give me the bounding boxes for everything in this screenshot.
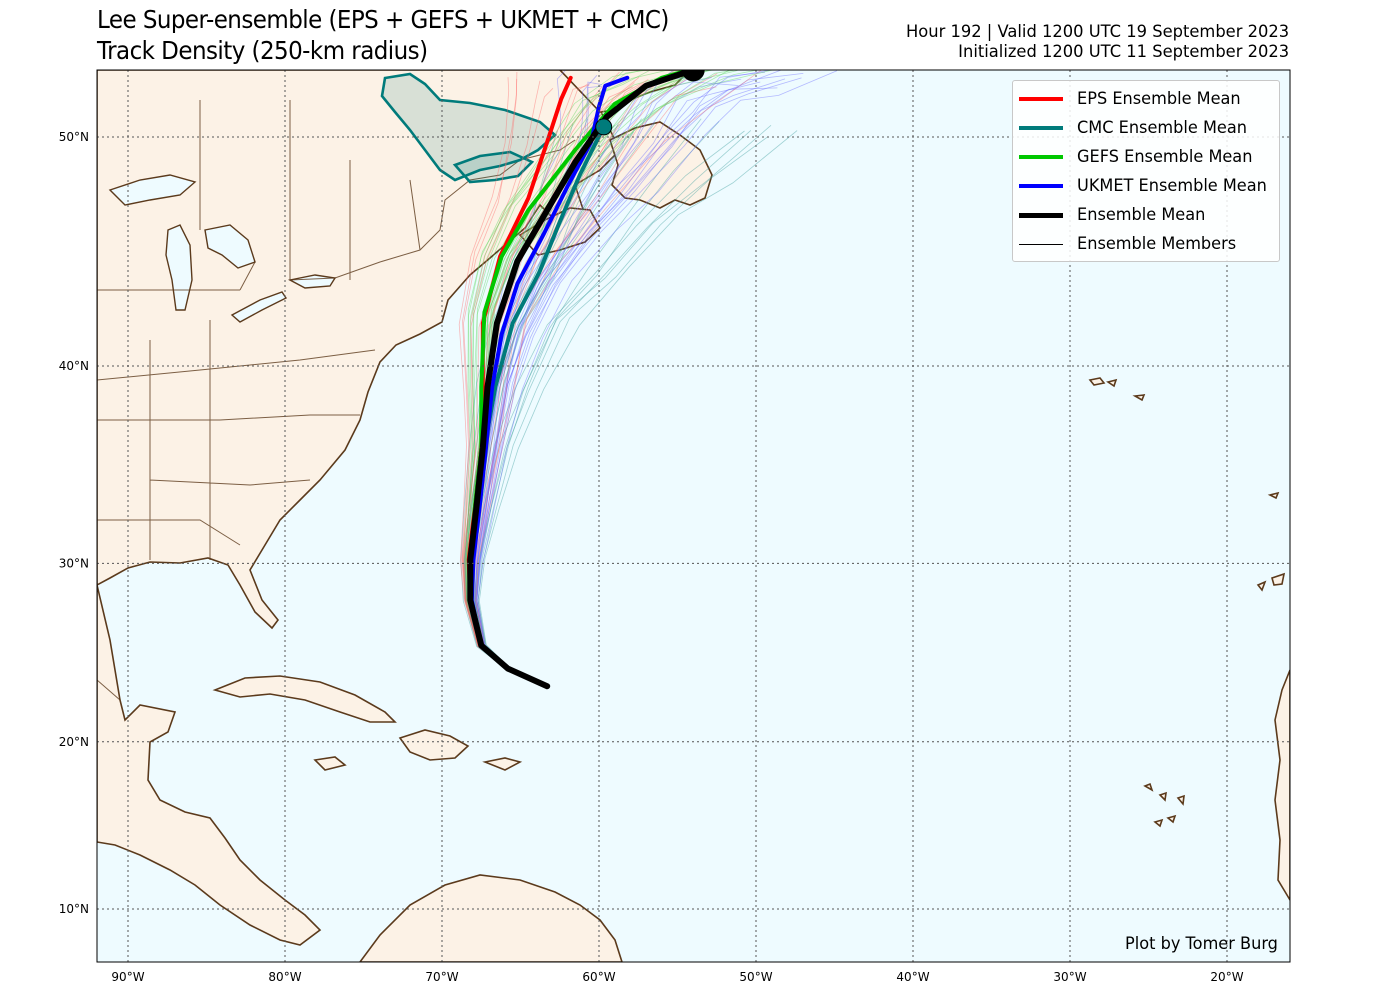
lake-erie <box>230 291 288 323</box>
ensemble-mean-tracks <box>466 40 827 690</box>
ensemble-member-track <box>476 71 765 687</box>
longitude-labels: 90°W 80°W 70°W 60°W 50°W 40°W 30°W 20°W <box>111 970 1243 984</box>
ensemble-member-track <box>477 70 838 687</box>
legend-label-gefs: GEFS Ensemble Mean <box>1077 147 1253 167</box>
legend-label-ensemble-mean: Ensemble Mean <box>1077 205 1206 225</box>
init-time-text: Initialized 1200 UTC 11 September 2023 <box>958 42 1289 62</box>
ensemble-member-track <box>475 77 802 687</box>
ensemble-member-track <box>458 77 548 687</box>
map-frame <box>96 69 1291 963</box>
legend-item-ukmet: UKMET Ensemble Mean <box>1019 172 1277 200</box>
island-cape-verde <box>1143 782 1185 828</box>
lon-tick-label: 30°W <box>1053 970 1086 984</box>
great-lakes <box>108 174 337 323</box>
ensemble-member-track <box>463 70 626 687</box>
legend-swatch-ensemble-mean <box>1019 212 1063 218</box>
ensemble-member-track <box>475 73 718 687</box>
valid-time-block: Hour 192 | Valid 1200 UTC 19 September 2… <box>890 22 1289 62</box>
lat-tick-label: 30°N <box>59 556 89 570</box>
lat-tick-label: 50°N <box>59 130 89 144</box>
legend-item-ensemble-mean: Ensemble Mean <box>1019 201 1212 229</box>
title-block: Lee Super-ensemble (EPS + GEFS + UKMET +… <box>97 4 719 66</box>
end-marker-ensemble-mean <box>681 70 705 82</box>
lat-tick-label: 40°N <box>59 359 89 373</box>
ensemble-member-track <box>462 71 620 687</box>
island-canaries <box>1256 572 1286 592</box>
lon-tick-label: 80°W <box>268 970 301 984</box>
lon-tick-label: 50°W <box>739 970 772 984</box>
ensemble-member-track <box>474 75 598 687</box>
lon-tick-label: 40°W <box>896 970 929 984</box>
legend-item-cmc: CMC Ensemble Mean <box>1019 114 1256 142</box>
ensemble-member-track <box>461 88 554 687</box>
island-madeira <box>1267 491 1280 500</box>
ensemble-member-track <box>476 79 657 687</box>
lake-michigan <box>165 224 193 311</box>
legend-swatch-gefs <box>1019 155 1063 159</box>
mean-track-ensemble-mean <box>467 70 697 690</box>
credit-text: Plot by Tomer Burg <box>1125 934 1278 954</box>
lat-tick-label: 10°N <box>59 902 89 916</box>
lon-tick-label: 60°W <box>582 970 615 984</box>
ensemble-member-track <box>478 130 798 687</box>
ensemble-member-track <box>462 84 590 687</box>
political-borders <box>97 100 576 701</box>
legend-item-gefs: GEFS Ensemble Mean <box>1019 143 1262 171</box>
island-jamaica <box>313 756 347 771</box>
ensemble-member-track <box>465 70 739 687</box>
land-layer <box>97 70 1290 962</box>
island-azores <box>1088 377 1146 402</box>
chart-title: Lee Super-ensemble (EPS + GEFS + UKMET +… <box>97 5 669 34</box>
latitude-labels: 50°N 40°N 30°N 20°N 10°N <box>59 130 89 916</box>
lat-lon-grid <box>97 70 1290 962</box>
track-density-contours <box>380 72 557 184</box>
island-hispaniola <box>398 729 470 761</box>
end-marker-cmc-ensemble-mean <box>595 118 613 136</box>
legend-swatch-ukmet <box>1019 184 1063 188</box>
island-cuba <box>212 675 397 723</box>
ensemble-member-track <box>465 70 734 687</box>
ensemble-member-track <box>475 87 778 687</box>
ensemble-member-track <box>475 78 742 687</box>
valid-time-text: Hour 192 | Valid 1200 UTC 19 September 2… <box>905 22 1289 42</box>
legend-label-cmc: CMC Ensemble Mean <box>1077 118 1247 138</box>
legend-label-members: Ensemble Members <box>1077 234 1237 254</box>
legend-label-eps: EPS Ensemble Mean <box>1077 89 1241 109</box>
lon-tick-label: 90°W <box>111 970 144 984</box>
legend-swatch-eps <box>1019 97 1063 101</box>
lat-tick-label: 20°N <box>59 735 89 749</box>
ensemble-member-track <box>461 71 548 687</box>
density-contour-inner <box>452 150 535 184</box>
ensemble-member-track <box>460 133 562 687</box>
ensemble-member-track <box>461 78 548 687</box>
legend-item-eps: EPS Ensemble Mean <box>1019 85 1249 113</box>
landmass-africa <box>1274 669 1290 902</box>
legend-swatch-cmc <box>1019 126 1063 130</box>
legend-label-ukmet: UKMET Ensemble Mean <box>1077 176 1267 196</box>
chart-subtitle: Track Density (250-km radius) <box>97 36 428 65</box>
legend-item-members: Ensemble Members <box>1019 230 1245 258</box>
landmass-central-america <box>97 584 322 946</box>
legend: EPS Ensemble Mean CMC Ensemble Mean GEFS… <box>1012 80 1280 262</box>
island-puerto-rico <box>482 757 523 771</box>
lake-superior <box>108 174 197 206</box>
end-marker-gefs-ensemble-mean <box>811 40 827 56</box>
ensemble-member-track <box>477 121 720 687</box>
lon-tick-label: 20°W <box>1210 970 1243 984</box>
legend-swatch-members <box>1019 243 1063 245</box>
lon-tick-label: 70°W <box>425 970 458 984</box>
lake-huron <box>204 224 256 269</box>
landmass-south-america <box>359 874 623 962</box>
landmass-newfoundland <box>609 121 713 209</box>
ensemble-member-track <box>476 70 675 687</box>
